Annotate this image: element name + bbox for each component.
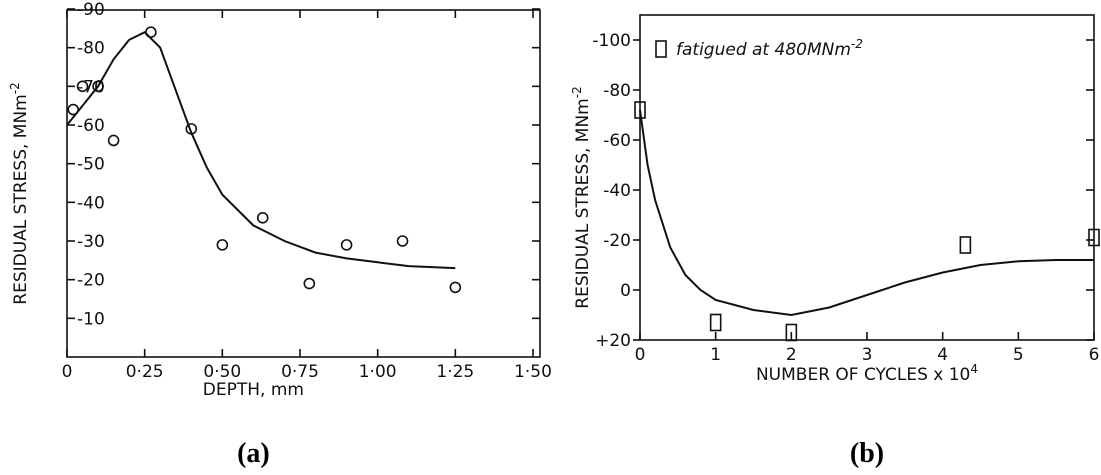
y-tick-label: -100 [592,31,631,51]
x-axis-label: DEPTH, mm [203,380,304,400]
x-tick-label: 0·50 [203,362,241,382]
x-tick-label: 0 [62,362,73,382]
data-point [216,239,229,251]
x-tick-label: 4 [937,345,948,365]
y-tick-label: -90 [77,0,105,20]
plot-frame [66,9,541,358]
y-tick-label: -40 [77,193,105,213]
y-tick-label: -20 [603,231,631,251]
data-point [709,313,722,332]
y-axis-label: RESIDUAL STRESS, MNm-2 [8,82,31,304]
x-tick-label: 5 [1013,345,1024,365]
data-point [1088,228,1100,247]
data-point [185,123,198,135]
data-point [634,101,646,119]
x-tick-label: 0·75 [281,362,319,382]
x-axis-label: NUMBER OF CYCLES x 104 [756,362,978,385]
y-tick-label: -40 [603,181,631,201]
legend-label: fatigued at 480MNm-2 [676,37,863,60]
data-point [396,235,409,247]
data-point [256,212,269,224]
y-tick-label: -80 [603,81,631,101]
x-tick-label: 1 [710,345,721,365]
data-point [76,80,89,93]
data-point [303,277,316,290]
data-point [340,239,353,251]
x-tick-label: 2 [786,345,797,365]
x-tick-label: 6 [1089,345,1100,365]
y-axis-label: RESIDUAL STRESS, MNm-2 [570,86,593,308]
x-tick-label: 1·50 [514,362,552,382]
y-tick-label: -50 [77,155,105,175]
data-point [785,323,798,342]
x-tick-label: 1·25 [436,362,474,382]
x-tick-label: 0·25 [126,362,164,382]
fit-curve [639,109,1094,317]
x-tick-label: 1·00 [359,362,397,382]
plot-frame [639,14,1095,341]
y-tick-label: -60 [77,116,105,136]
y-tick-label: -60 [603,131,631,151]
y-tick-label: -10 [77,309,105,329]
y-tick-label: -20 [77,271,105,291]
caption-a: (a) [237,438,270,469]
caption-b: (b) [850,438,884,469]
legend-marker [655,40,667,58]
x-tick-label: 3 [862,345,873,365]
y-tick-label: -80 [77,39,105,59]
x-tick-label: 0 [635,345,646,365]
fit-curve [66,30,456,270]
y-tick-label: +20 [595,331,631,351]
chart-panel-a: -90-80-70-60-50-40-30-20-100 0·25 0·50 0·75… [8,0,552,469]
data-point [67,103,80,116]
y-tick-label: -30 [77,232,105,252]
data-point [449,281,462,294]
y-tick-label: 0 [620,281,631,301]
data-point [145,26,157,39]
data-point [959,236,972,254]
data-point [92,80,104,93]
data-point [107,134,120,147]
